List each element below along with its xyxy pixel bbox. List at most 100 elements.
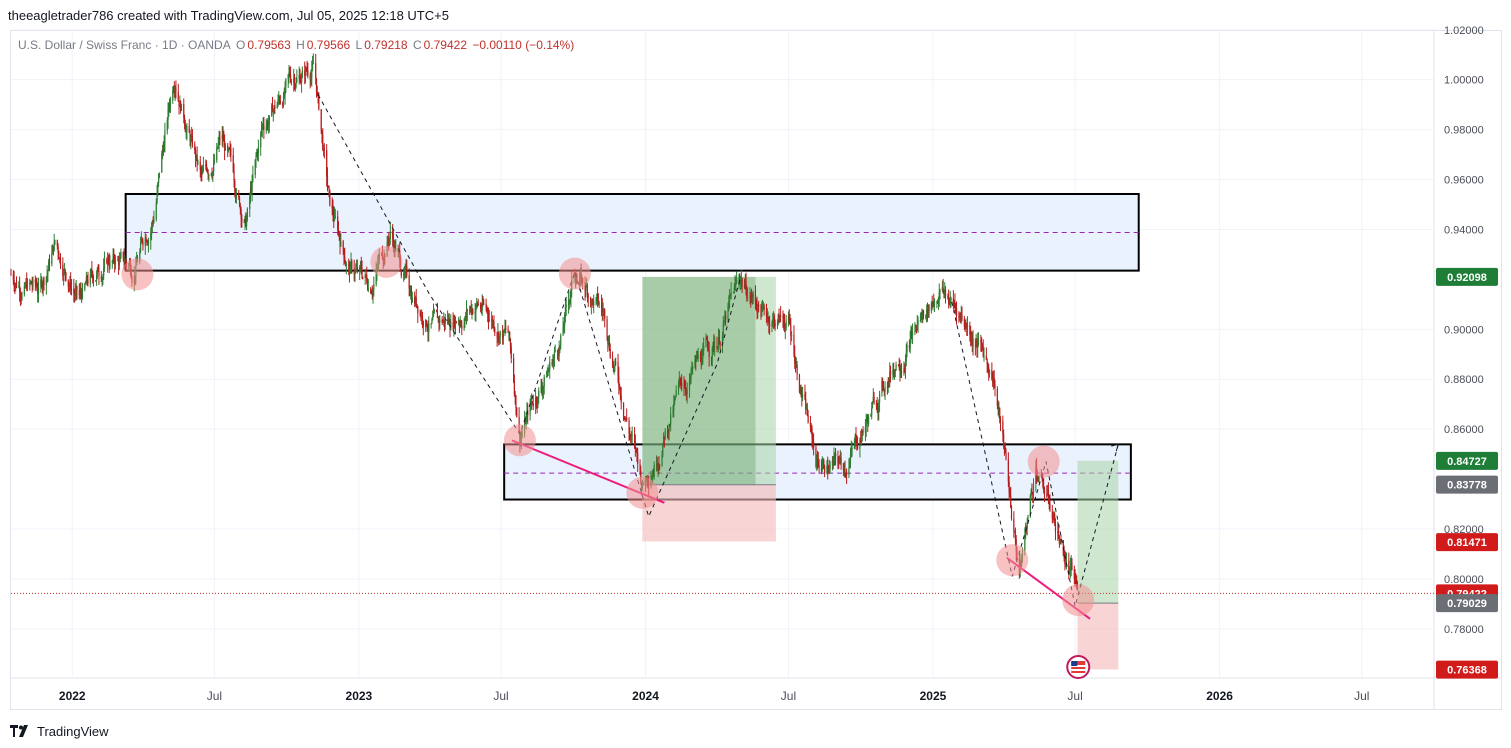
candle-body <box>774 323 776 326</box>
candle-body <box>1070 562 1072 567</box>
candle-body <box>464 317 466 325</box>
candle-body <box>672 410 674 414</box>
candle-body <box>76 286 78 290</box>
candle-body <box>450 322 452 330</box>
candle-body <box>53 242 55 251</box>
candle-body <box>564 306 567 316</box>
candle-body <box>746 290 748 298</box>
candle-body <box>685 390 687 394</box>
candle-body <box>557 351 559 356</box>
price-axis-label: 0.90000 <box>1444 324 1484 336</box>
candle-body <box>838 458 841 464</box>
candle-body <box>244 216 246 222</box>
candle-body <box>565 305 567 307</box>
candle-body <box>190 139 192 142</box>
candle-body <box>359 265 362 268</box>
candle-body <box>425 320 428 326</box>
candle-body <box>538 390 540 398</box>
candle-body <box>867 416 870 425</box>
candle-body <box>477 304 479 306</box>
candle-body <box>904 361 907 371</box>
candle-body <box>289 75 292 82</box>
candle-body <box>235 191 237 199</box>
candle-body <box>702 350 704 359</box>
candle-body <box>584 282 586 291</box>
candle-body <box>735 282 737 284</box>
candle-body <box>485 303 487 308</box>
candle-body <box>333 216 336 221</box>
candle-body <box>949 300 951 305</box>
candle-body <box>829 465 831 469</box>
time-axis-label: Jul <box>493 689 508 703</box>
candle-body <box>700 358 702 366</box>
candle-body <box>811 428 813 439</box>
candle-body <box>619 387 622 396</box>
candle-body <box>45 277 47 285</box>
price-badge <box>1436 451 1498 470</box>
candle-body <box>854 435 856 441</box>
candle-body <box>300 77 303 84</box>
candle-body <box>695 356 698 362</box>
candle-body <box>161 153 163 173</box>
candle-body <box>195 154 197 159</box>
candle-body <box>63 272 65 277</box>
candle-body <box>298 74 300 79</box>
candle-body <box>769 324 771 327</box>
candle-body <box>938 291 940 300</box>
candle-body <box>592 299 594 306</box>
candle-body <box>86 276 88 280</box>
candle-body <box>980 340 982 343</box>
candle-body <box>754 294 757 302</box>
low-label: L <box>355 38 363 52</box>
candle-body <box>860 432 863 443</box>
candle-body <box>389 231 391 239</box>
candle-body <box>486 307 488 309</box>
candle-body <box>888 380 890 382</box>
candle-body <box>944 289 946 292</box>
candle-body <box>1026 522 1028 529</box>
candle-body <box>1047 490 1050 497</box>
candle-body <box>1058 533 1060 539</box>
candle-body <box>730 292 732 295</box>
candle-body <box>943 290 945 292</box>
candle-body <box>476 302 478 306</box>
candle-body <box>147 240 150 245</box>
candle-body <box>739 277 741 283</box>
candle-body <box>257 147 259 155</box>
candle-body <box>213 163 215 172</box>
candle-body <box>120 251 122 257</box>
candle-body <box>670 413 672 425</box>
candle-body <box>585 286 587 291</box>
candle-body <box>459 323 461 325</box>
candle-body <box>898 365 900 369</box>
candle-body <box>480 308 483 311</box>
candle-body <box>95 274 98 281</box>
candle-body <box>403 272 406 275</box>
candle-body <box>199 161 201 170</box>
candle-body <box>487 313 490 320</box>
candle-body <box>388 239 390 242</box>
candle-body <box>816 459 819 461</box>
candle-body <box>74 292 76 296</box>
candle-body <box>937 299 940 304</box>
candle-body <box>966 325 969 327</box>
swing-point-marker <box>996 544 1029 577</box>
candle-body <box>476 302 479 305</box>
candle-body <box>13 279 15 286</box>
candle-body <box>777 314 779 322</box>
candle-body <box>553 358 555 363</box>
candle-body <box>249 188 252 197</box>
candle-body <box>342 241 344 249</box>
candle-body <box>794 363 797 366</box>
candle-body <box>333 214 335 221</box>
candle-body <box>586 286 588 288</box>
candle-body <box>612 364 614 368</box>
candle-body <box>652 475 654 480</box>
candle-body <box>659 465 661 467</box>
candle-body <box>976 341 978 348</box>
candle-body <box>652 475 654 477</box>
candle-body <box>158 172 161 174</box>
candle-body <box>1074 578 1076 580</box>
candle-body <box>365 274 367 276</box>
